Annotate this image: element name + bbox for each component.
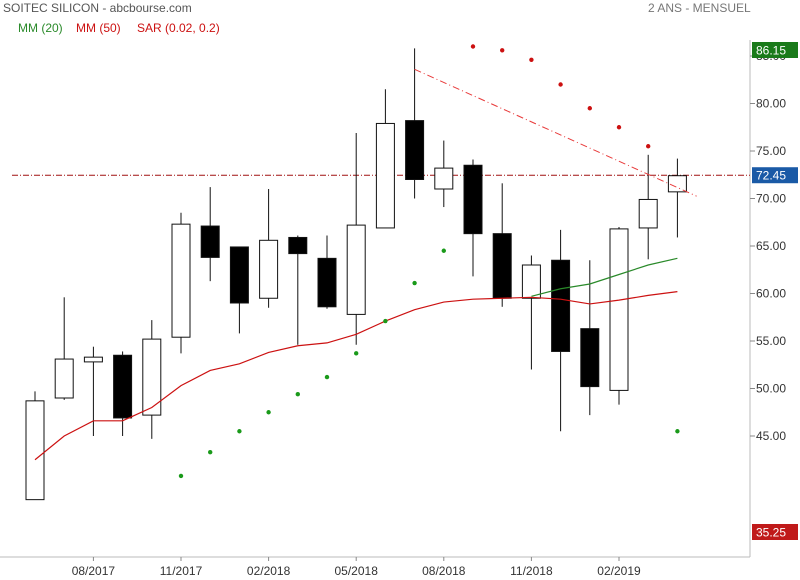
sar-point: [237, 429, 242, 434]
x-tick-label: 11/2017: [160, 564, 203, 578]
candle-body: [346, 224, 366, 315]
indicator-mm50: MM (50): [76, 21, 121, 35]
x-tick-label: 08/2018: [422, 564, 466, 578]
candle-body: [83, 356, 103, 363]
max-price-marker: 86.15: [752, 42, 798, 58]
candle-body: [434, 167, 454, 190]
indicator-mm20: MM (20): [18, 21, 63, 35]
candle: [638, 154, 658, 260]
sar-point: [324, 374, 330, 380]
x-tick-label: 05/2018: [335, 564, 379, 578]
y-tick-label: 60.00: [756, 287, 786, 301]
candle-body: [551, 259, 571, 352]
candle: [113, 351, 133, 436]
sar-point: [558, 82, 563, 87]
candle: [375, 89, 395, 229]
x-tick-label: 02/2018: [247, 564, 291, 578]
candle-body: [142, 338, 162, 416]
candle-body: [463, 164, 483, 235]
candle-body: [113, 354, 133, 419]
last-price-marker: 72.45: [752, 167, 798, 184]
candle-body: [259, 239, 279, 299]
sar-point: [470, 44, 476, 49]
min-price-marker-box: [752, 524, 798, 540]
candle-body: [171, 223, 191, 338]
candle: [463, 159, 483, 277]
sar-point: [587, 106, 592, 111]
y-tick-label: 50.00: [756, 382, 786, 396]
min-price-marker-label: 35.25: [756, 526, 786, 540]
candle: [492, 183, 512, 307]
candle-body: [609, 228, 629, 391]
candle: [609, 227, 629, 405]
last-price-marker-box: [752, 167, 798, 184]
candle-body: [25, 400, 45, 501]
min-price-marker: 35.25: [752, 524, 798, 540]
sar-point: [500, 48, 505, 53]
candle: [142, 320, 162, 439]
candle: [25, 391, 45, 501]
candle-body: [375, 122, 395, 229]
candle: [288, 235, 308, 345]
chart-title: SOITEC SILICON - abcbourse.com: [3, 1, 192, 15]
candle-body: [229, 246, 249, 304]
candle-body: [288, 236, 308, 255]
y-tick-label: 55.00: [756, 334, 786, 348]
sar-point: [646, 144, 651, 149]
x-tick-label: 11/2018: [510, 564, 553, 578]
max-price-marker-box: [752, 42, 798, 58]
sar-point: [441, 248, 446, 253]
candle: [54, 297, 74, 400]
sar-point: [208, 449, 213, 455]
candle: [83, 346, 103, 436]
sar-point: [675, 429, 680, 434]
y-tick-label: 65.00: [756, 239, 786, 253]
max-price-marker-label: 86.15: [756, 44, 786, 58]
sar-point: [266, 410, 271, 415]
chart-period: 2 ANS - MENSUEL: [648, 1, 751, 15]
sar-point: [412, 280, 417, 286]
candle: [405, 48, 425, 199]
candle: [317, 235, 337, 309]
indicator-sar: SAR (0.02, 0.2): [137, 21, 220, 35]
x-tick-label: 02/2019: [597, 564, 641, 578]
candle-body: [405, 120, 425, 180]
sar-point: [178, 473, 184, 479]
candle: [434, 140, 454, 208]
candle-body: [580, 328, 600, 388]
last-price-marker-label: 72.45: [756, 169, 786, 183]
y-tick-label: 80.00: [756, 97, 786, 111]
candle: [171, 212, 191, 354]
candle: [259, 189, 279, 308]
candle: [200, 187, 220, 282]
y-tick-label: 70.00: [756, 192, 786, 206]
x-tick-label: 08/2017: [72, 564, 116, 578]
candle-body: [667, 175, 687, 193]
candle-body: [200, 225, 220, 258]
candle: [667, 158, 687, 238]
sar-point: [295, 392, 300, 397]
candle: [580, 260, 600, 416]
candle: [551, 229, 571, 432]
mm20-line: [531, 257, 678, 297]
sar-point: [354, 351, 359, 356]
candle-body: [638, 198, 658, 229]
candle: [346, 132, 366, 345]
candle: [521, 255, 541, 370]
sar-point: [616, 125, 622, 130]
y-tick-label: 45.00: [756, 429, 786, 443]
trend-line: [414, 68, 697, 197]
candle-body: [492, 233, 512, 299]
sar-point: [529, 57, 534, 62]
candle: [229, 246, 249, 334]
candle-body: [521, 264, 541, 299]
candle-body: [54, 358, 74, 399]
y-tick-label: 75.00: [756, 144, 786, 158]
mm50-line: [34, 291, 678, 461]
candle-body: [317, 257, 337, 308]
sar-point: [383, 318, 388, 324]
